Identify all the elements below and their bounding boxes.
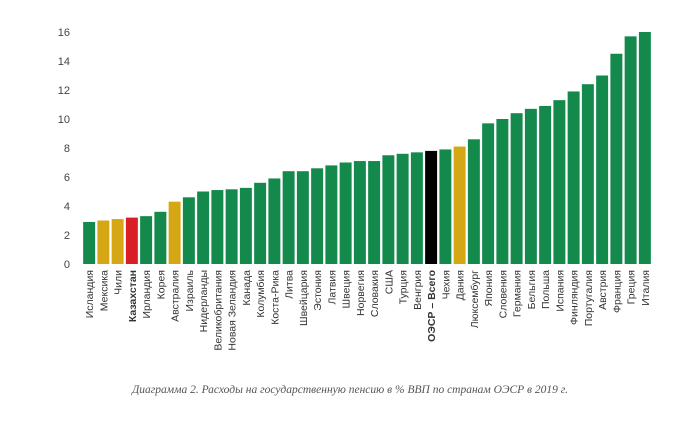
bar	[439, 149, 452, 264]
bar	[239, 187, 252, 265]
bar	[339, 162, 352, 264]
x-tick-label: Колумбия	[255, 270, 267, 318]
x-tick-label: Австрия	[597, 270, 609, 310]
bar	[610, 53, 623, 264]
y-axis: 0 2 4 6 8 10 12 14 16	[58, 27, 70, 271]
bar	[83, 221, 96, 264]
x-tick-label: Исландия	[84, 270, 96, 318]
x-tick-label: Канада	[241, 270, 253, 306]
x-tick-label: Корея	[155, 270, 167, 299]
x-tick-label: Чехия	[440, 270, 452, 299]
x-tick-label: Чили	[113, 270, 125, 295]
x-tick-label: Словакия	[369, 270, 381, 317]
x-tick-label: Португалия	[583, 270, 595, 326]
x-tick-label: Италия	[640, 270, 652, 306]
bar	[539, 105, 552, 264]
bar	[396, 153, 409, 264]
bar	[254, 182, 267, 264]
x-tick-label: Казахстан	[127, 270, 139, 322]
x-tick-label: Дания	[455, 270, 467, 300]
x-tick-label: Финляндия	[569, 270, 581, 325]
bar	[97, 220, 110, 264]
bars	[83, 32, 651, 265]
bar	[624, 36, 637, 264]
x-tick-label: Мексика	[98, 270, 110, 311]
bar	[596, 75, 609, 264]
x-tick-label: Норвегия	[355, 270, 367, 316]
bar	[482, 123, 495, 264]
x-tick-label: Латвия	[326, 270, 338, 304]
x-tick-label: Польша	[540, 270, 552, 309]
x-tick-label: Люксембург	[469, 270, 481, 328]
bar	[211, 190, 224, 264]
bar	[553, 100, 566, 265]
bar	[197, 191, 210, 264]
y-tick-label: 2	[64, 230, 70, 242]
bar	[125, 217, 138, 264]
x-tick-label: Венгрия	[412, 270, 424, 310]
x-tick-label: Словения	[497, 270, 509, 318]
bar	[567, 91, 580, 264]
y-tick-label: 0	[64, 259, 70, 271]
bar	[140, 216, 153, 264]
y-tick-label: 6	[64, 172, 70, 184]
chart-canvas: 0 2 4 6 8 10 12 14 16 Исландия Мексика Чили Казахст…	[58, 27, 652, 351]
bar	[353, 161, 366, 264]
x-tick-label: Швейцария	[298, 270, 310, 326]
x-tick-label: Турция	[398, 270, 410, 304]
bar	[296, 171, 309, 264]
bar	[154, 211, 167, 264]
x-tick-label: Австралия	[170, 270, 182, 322]
x-tick-label: Германия	[512, 270, 524, 317]
bar	[282, 171, 295, 264]
bar	[168, 201, 181, 264]
x-tick-label: Швеция	[341, 270, 353, 309]
bar	[453, 146, 466, 264]
x-tick-label: Греция	[626, 270, 638, 304]
bar	[467, 139, 480, 264]
bar	[496, 119, 509, 264]
bar	[368, 161, 381, 264]
chart-caption: Диаграмма 2. Расходы на государственную …	[131, 384, 569, 396]
bar	[268, 178, 281, 264]
x-tick-label: Коста-Рика	[269, 270, 281, 325]
x-tick-label: США	[383, 270, 395, 294]
x-tick-label: Испания	[554, 270, 566, 312]
bar	[410, 152, 423, 264]
x-tick-label: Франция	[611, 270, 623, 313]
y-tick-label: 12	[58, 85, 70, 97]
bar	[225, 189, 238, 264]
y-tick-label: 8	[64, 143, 70, 155]
x-tick-label: Израиль	[184, 269, 196, 311]
bar	[325, 165, 338, 264]
y-tick-label: 14	[58, 56, 70, 68]
x-tick-label: Япония	[483, 270, 495, 306]
x-tick-label: Литва	[284, 270, 296, 299]
y-tick-label: 10	[58, 114, 70, 126]
x-tick-label: Новая Зеландия	[227, 270, 239, 351]
bar	[510, 113, 523, 264]
bar	[311, 168, 324, 264]
x-tick-label: Бельгия	[526, 270, 538, 309]
y-tick-label: 4	[64, 201, 70, 213]
bar	[425, 150, 438, 264]
bar	[111, 219, 124, 264]
bar	[382, 155, 395, 264]
x-tick-label: Великобритания	[212, 270, 224, 351]
x-tick-label: ОЭСР – Всего	[426, 270, 438, 342]
bar	[182, 197, 195, 264]
x-tick-label: Нидерланды	[198, 270, 210, 332]
bar	[524, 108, 537, 264]
x-tick-label: Ирландия	[141, 270, 153, 318]
x-axis: Исландия Мексика Чили Казахстан Ирландия Коре…	[84, 269, 652, 350]
y-tick-label: 16	[58, 27, 70, 39]
x-tick-label: Эстония	[312, 270, 324, 311]
bar	[581, 84, 594, 264]
bar	[638, 32, 651, 264]
